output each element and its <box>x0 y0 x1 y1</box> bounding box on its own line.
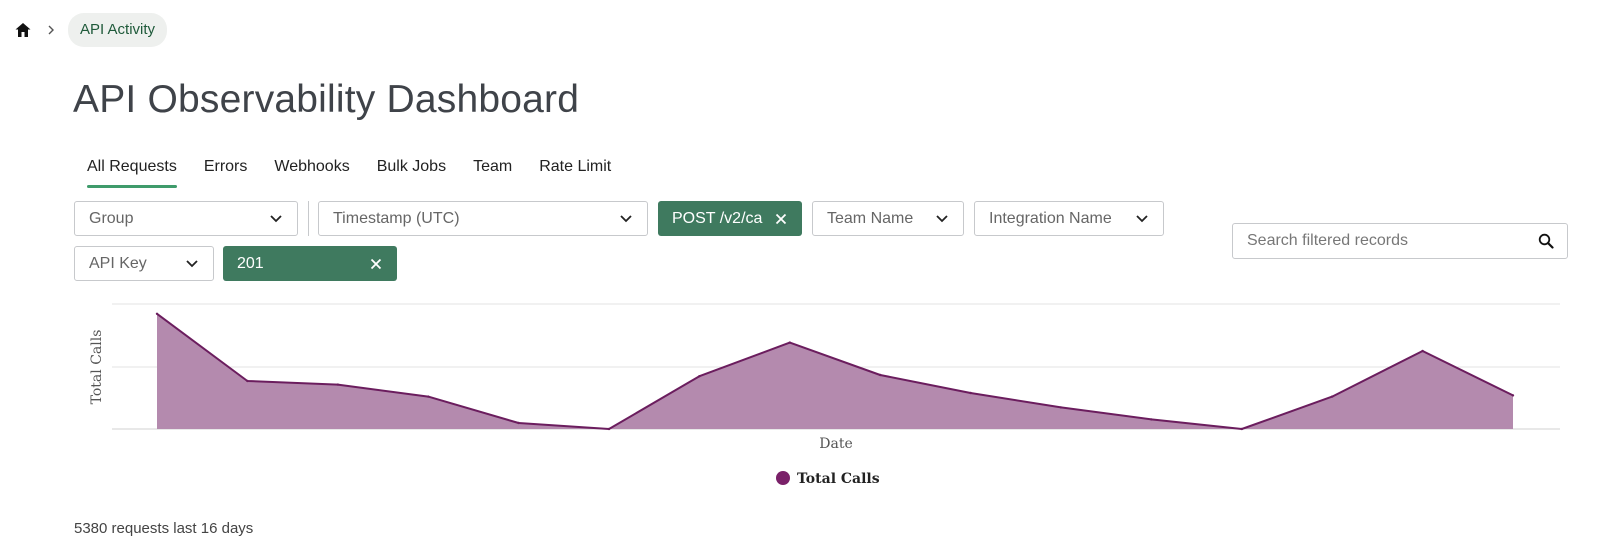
chevron-down-icon <box>1135 212 1149 226</box>
area-fill <box>157 313 1513 429</box>
integration-name-dropdown[interactable]: Integration Name <box>974 201 1164 236</box>
integration-name-dropdown-label: Integration Name <box>989 209 1112 227</box>
chevron-down-icon <box>935 212 949 226</box>
tab-bulk-jobs[interactable]: Bulk Jobs <box>376 158 447 175</box>
filter-divider <box>308 201 309 236</box>
endpoint-chip-label: POST /v2/ca <box>672 209 763 227</box>
x-axis-label: Date <box>819 436 852 452</box>
group-dropdown-label: Group <box>89 209 134 227</box>
data-point <box>1331 395 1334 398</box>
status-filter-chip[interactable]: 201 <box>223 246 397 281</box>
request-count-summary: 5380 requests last 16 days <box>74 520 254 537</box>
chevron-right-icon <box>34 25 68 35</box>
api-key-dropdown[interactable]: API Key <box>74 246 214 281</box>
search-box <box>1232 223 1568 259</box>
tab-rate-limit[interactable]: Rate Limit <box>539 158 612 175</box>
data-point <box>969 391 972 395</box>
chevron-down-icon <box>619 212 633 226</box>
endpoint-filter-chip[interactable]: POST /v2/ca <box>658 201 802 236</box>
data-point <box>1240 427 1244 431</box>
data-point <box>1421 349 1424 353</box>
data-point <box>607 427 611 431</box>
tab-team[interactable]: Team <box>473 158 513 175</box>
team-name-dropdown-label: Team Name <box>827 209 914 227</box>
team-name-dropdown[interactable]: Team Name <box>812 201 964 236</box>
series-line <box>156 312 1514 430</box>
data-point <box>517 421 520 425</box>
legend-swatch <box>776 471 790 485</box>
page-title: API Observability Dashboard <box>73 78 580 121</box>
data-point <box>879 373 882 377</box>
api-key-dropdown-label: API Key <box>89 254 147 272</box>
legend-label: Total Calls <box>797 471 880 487</box>
data-point <box>1059 406 1063 409</box>
home-icon[interactable] <box>12 19 34 41</box>
data-point <box>427 395 430 398</box>
series-points <box>155 312 1515 431</box>
data-point <box>246 379 249 383</box>
tab-all-requests[interactable]: All Requests <box>87 158 177 188</box>
timestamp-dropdown-label: Timestamp (UTC) <box>333 209 460 227</box>
tab-webhooks[interactable]: Webhooks <box>274 158 350 175</box>
group-dropdown[interactable]: Group <box>74 201 298 236</box>
search-input[interactable] <box>1247 232 1537 250</box>
data-point <box>1511 394 1515 397</box>
search-icon[interactable] <box>1537 232 1555 250</box>
y-axis-label: Total Calls <box>89 330 105 405</box>
chevron-down-icon <box>185 257 199 271</box>
data-point <box>698 375 701 378</box>
data-point <box>1150 418 1153 421</box>
close-icon[interactable] <box>774 212 788 226</box>
data-point <box>788 341 791 344</box>
data-point <box>155 312 159 315</box>
breadcrumb-current[interactable]: API Activity <box>68 13 168 47</box>
data-point <box>336 383 339 386</box>
breadcrumb: API Activity <box>12 13 168 47</box>
tab-bar: All Requests Errors Webhooks Bulk Jobs T… <box>87 158 638 188</box>
status-chip-label: 201 <box>237 254 264 272</box>
tab-errors[interactable]: Errors <box>203 158 248 175</box>
timestamp-dropdown[interactable]: Timestamp (UTC) <box>318 201 648 236</box>
chevron-down-icon <box>269 212 283 226</box>
close-icon[interactable] <box>369 257 383 271</box>
